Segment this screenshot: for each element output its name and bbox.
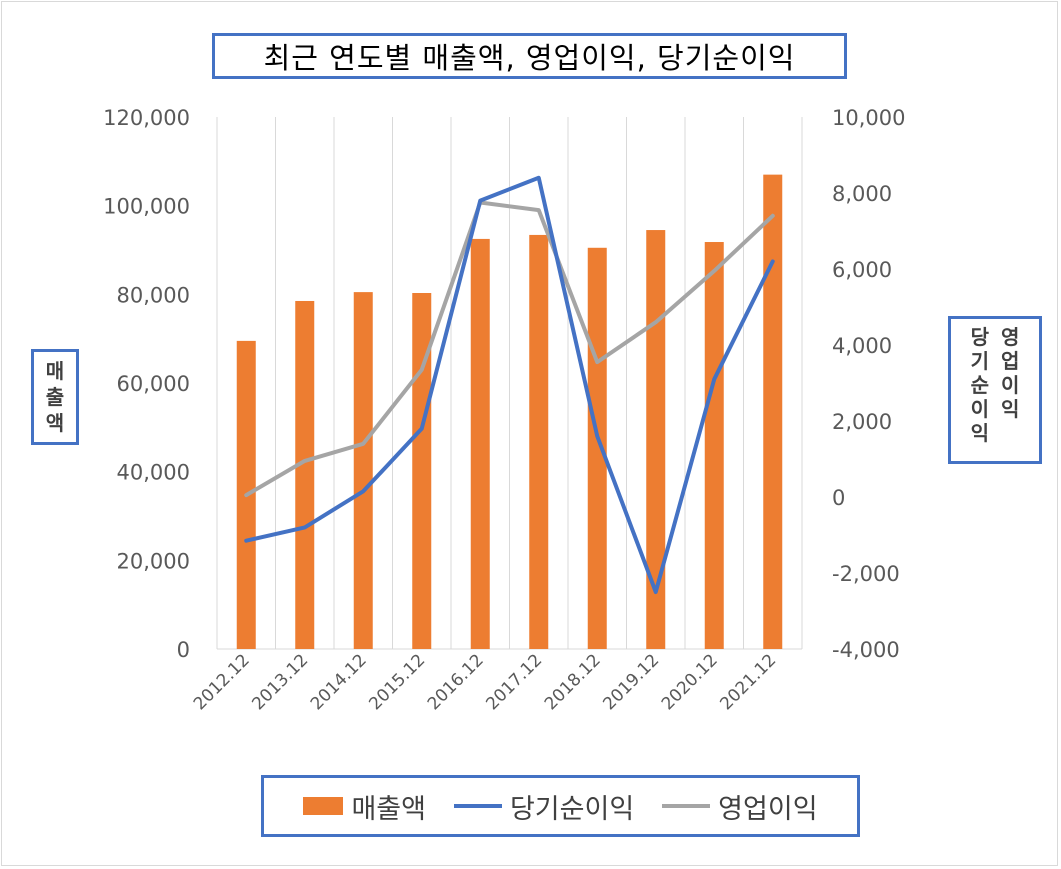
legend-swatch-net-income [453, 804, 502, 808]
bar-sales [646, 230, 666, 650]
y-right-label-char: 이 [970, 397, 989, 421]
x-tick-label: 2013.12 [248, 650, 312, 714]
y-right-tick-label: 0 [832, 486, 845, 510]
legend-label-sales: 매출액 [351, 793, 426, 825]
x-tick-label: 2017.12 [482, 650, 546, 714]
bar-sales [295, 300, 315, 649]
y-right-label-char: 이 [1001, 373, 1020, 397]
x-tick-label: 2019.12 [599, 650, 663, 714]
y-right-label-net: 당 기 순 이 익 [971, 325, 989, 461]
x-tick-label: 2014.12 [307, 650, 371, 714]
y-right-tick-label: 6,000 [832, 258, 892, 282]
x-tick-label: 2012.12 [190, 650, 254, 714]
bar-sales [704, 242, 724, 649]
y-left-tick-label: 0 [177, 638, 190, 662]
legend-item-sales: 매출액 [303, 787, 426, 826]
x-tick-label: 2021.12 [716, 650, 780, 714]
x-tick-label: 2015.12 [365, 650, 429, 714]
y-left-tick-label: 120,000 [103, 106, 190, 130]
legend-swatch-operating-income [662, 804, 711, 808]
y-left-label-char: 매 [45, 359, 65, 383]
bar-sales [763, 174, 783, 649]
chart-title: 최근 연도별 매출액, 영업이익, 당기순이익 [212, 33, 847, 79]
y-left-tick-label: 40,000 [117, 461, 190, 485]
y-left-tick-label: 20,000 [117, 549, 190, 573]
x-tick-label: 2020.12 [658, 650, 722, 714]
y-right-label-char: 익 [1001, 397, 1020, 421]
x-tick-label: 2016.12 [424, 650, 488, 714]
y-axis-right-label: 영 업 이 익 당 기 순 이 익 [948, 316, 1042, 464]
y-right-tick-label: 4,000 [832, 334, 892, 358]
y-right-label-char: 익 [970, 421, 989, 445]
y-left-tick-label: 60,000 [117, 372, 190, 396]
y-right-tick-label: 2,000 [832, 410, 892, 434]
x-tick-label: 2018.12 [541, 650, 605, 714]
y-right-label-char: 기 [970, 349, 989, 373]
y-right-tick-label: 10,000 [832, 106, 905, 130]
y-right-label-operating: 영 업 이 익 [1001, 325, 1019, 461]
bar-sales [412, 293, 432, 649]
bar-sales [529, 234, 549, 649]
y-right-label-char: 영 [1001, 325, 1020, 349]
y-left-label-char: 출 [45, 385, 65, 409]
y-left-label-char: 액 [45, 411, 65, 435]
legend-label-operating-income: 영업이익 [718, 793, 818, 825]
y-right-label-char: 업 [1001, 349, 1020, 373]
y-right-label-char: 순 [970, 373, 989, 397]
y-right-label-char: 당 [970, 325, 989, 349]
legend-swatch-sales [303, 797, 344, 815]
legend-label-net-income: 당기순이익 [509, 793, 635, 825]
legend-item-operating-income: 영업이익 [662, 787, 818, 826]
y-right-tick-label: 8,000 [832, 182, 892, 206]
y-left-tick-label: 100,000 [103, 195, 190, 219]
y-right-tick-label: -2,000 [832, 562, 900, 586]
bar-sales [353, 292, 373, 649]
bar-sales [470, 238, 490, 649]
y-left-tick-label: 80,000 [117, 283, 190, 307]
y-right-tick-label: -4,000 [832, 638, 900, 662]
chart-legend: 매출액 당기순이익 영업이익 [261, 775, 860, 837]
legend-item-net-income: 당기순이익 [453, 787, 635, 826]
y-axis-left-label: 매 출 액 [31, 349, 79, 445]
line-operating-income [244, 200, 775, 498]
line-net-income [244, 175, 775, 594]
